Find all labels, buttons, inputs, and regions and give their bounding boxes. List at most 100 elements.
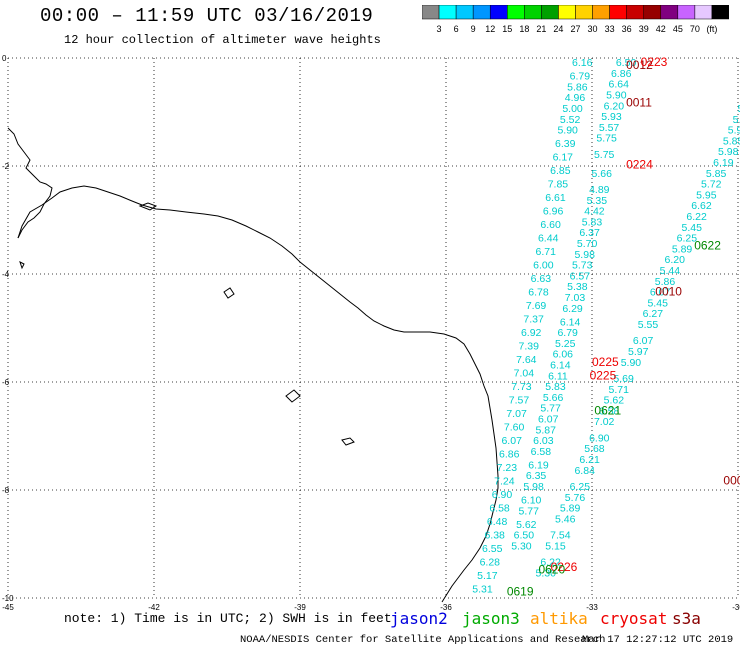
wave-height-value: 6.61 [545, 192, 566, 204]
wave-height-value: 5.74 [738, 103, 740, 115]
wave-height-value: 6.20 [604, 100, 625, 112]
wave-height-value: 7.85 [548, 179, 569, 191]
wave-height-value: 6.58 [489, 503, 510, 515]
axis-tick-labels: -45 -42 -39 -36 -33 -30 0 -2 -4 -6 -8 -10 [2, 54, 740, 612]
wave-height-value: 4.42 [584, 206, 605, 218]
pass-time-label: 0622 [694, 239, 721, 253]
island-3 [285, 389, 301, 403]
island-1 [138, 202, 158, 211]
legend-label: 36 [622, 24, 632, 34]
wave-height-value: 5.87 [536, 424, 557, 436]
wave-height-value: 6.85 [550, 165, 571, 177]
legend-label: 39 [639, 24, 649, 34]
wave-height-value: 5.30 [536, 567, 557, 579]
wave-height-value: 7.54 [550, 530, 571, 542]
pass-time-label: 0621 [594, 403, 621, 417]
legend-label: 6 [454, 24, 459, 34]
pass-time-label: 0009 [723, 474, 740, 488]
wave-height-value: 6.50 [616, 57, 637, 69]
wave-height-value: 6.92 [521, 327, 542, 339]
wave-height-value: 7.69 [526, 300, 547, 312]
x-tick-label: -36 [440, 603, 452, 612]
wave-height-value: 5.90 [606, 90, 627, 102]
coastline-peninsula [7, 127, 53, 239]
island-5 [19, 261, 25, 270]
sat-label-cryosat: cryosat [600, 609, 668, 628]
wave-height-value: 6.07 [633, 335, 654, 347]
wave-height-value: 6.25 [570, 481, 591, 493]
wave-height-value: 6.07 [650, 287, 671, 299]
wave-height-value: 7.73 [511, 381, 532, 393]
wave-height-value: 5.62 [604, 395, 625, 407]
wave-height-value: 6.14 [560, 316, 581, 328]
wave-height-value: 7.23 [497, 462, 518, 474]
wave-height-value: 6.22 [540, 557, 561, 569]
wave-height-value: 6.27 [643, 308, 664, 320]
wave-height-value: 5.76 [565, 492, 586, 504]
coastline [7, 127, 499, 603]
wave-height-value: 6.19 [528, 459, 549, 471]
wave-height-value: 5.45 [682, 222, 703, 234]
wave-height-value: 5.71 [609, 384, 630, 396]
y-tick-label: -6 [2, 378, 10, 387]
wave-height-value: 6.57 [570, 270, 591, 282]
wave-height-value: 5.15 [545, 540, 566, 552]
wave-height-value: 7.04 [514, 368, 535, 380]
sat-label-jason3: jason3 [462, 609, 520, 628]
wave-height-value: 6.39 [555, 138, 576, 150]
wave-height-value: 6.14 [550, 360, 571, 372]
wave-height-value: 6.07 [501, 435, 522, 447]
legend-label: 21 [536, 24, 546, 34]
altimeter-tracks: 6.614.805.945.855.745.935.915.855.986.19… [472, 57, 740, 596]
wave-height-value: 5.45 [647, 297, 668, 309]
page-subtitle: 12 hour collection of altimeter wave hei… [64, 33, 381, 47]
wave-height-value: 5.90 [557, 125, 578, 137]
wave-height-value: 6.10 [521, 495, 542, 507]
wave-height-value: 6.60 [540, 219, 561, 231]
legend-label: 33 [605, 24, 615, 34]
wave-height-value: 6.07 [538, 414, 559, 426]
wave-height-value: 6.44 [538, 233, 559, 245]
pass-time-labels: 0012022300110022406220010022502250621000… [507, 55, 740, 598]
wave-height-value: 5.69 [613, 373, 634, 385]
wave-height-value: 6.22 [686, 211, 707, 223]
wave-height-value: 6.35 [526, 470, 547, 482]
wave-height-value: 5.89 [672, 243, 693, 255]
wave-height-value: 5.55 [638, 319, 659, 331]
pass-time-label: 0224 [626, 158, 653, 172]
pass-time-label: 0619 [507, 584, 534, 598]
wave-height-value: 5.17 [477, 570, 498, 582]
wave-height-value: 5.31 [472, 584, 493, 596]
wave-height-value: 6.16 [572, 57, 593, 69]
wave-height-value: 5.00 [562, 103, 583, 115]
pass-time-label: 0225 [592, 355, 619, 369]
wave-height-value: 5.98 [523, 481, 544, 493]
sat-label-s3a: s3a [672, 609, 701, 628]
legend-swatch [711, 5, 729, 20]
legend-label: 70 [690, 24, 700, 34]
wave-height-value: 5.98 [574, 249, 595, 261]
pass-time-label: 0226 [551, 560, 578, 574]
wave-height-value: 6.62 [691, 200, 712, 212]
legend-label: 9 [471, 24, 476, 34]
coastline-south-america [17, 185, 499, 603]
wave-height-value: 6.29 [562, 303, 583, 315]
legend-label: 12 [485, 24, 495, 34]
wave-height-value: 7.39 [519, 341, 540, 353]
wave-height-value: 5.46 [555, 513, 576, 525]
wave-height-value: 5.75 [596, 133, 617, 145]
pass-time-label: 0012 [626, 58, 653, 72]
pass-time-label: 0620 [538, 563, 565, 577]
wave-height-value: 6.38 [484, 530, 505, 542]
wave-height-value: 5.73 [572, 260, 593, 272]
wave-height-value: 5.72 [701, 179, 722, 191]
wave-height-value: 6.19 [713, 157, 734, 169]
wave-height-value: 6.84 [574, 465, 595, 477]
wave-height-value: 7.64 [516, 354, 537, 366]
legend-label: 24 [553, 24, 563, 34]
island-4 [341, 437, 355, 446]
wave-height-value: 6.90 [589, 432, 610, 444]
wave-height-value: 5.95 [696, 189, 717, 201]
wave-height-value: 6.03 [533, 435, 554, 447]
